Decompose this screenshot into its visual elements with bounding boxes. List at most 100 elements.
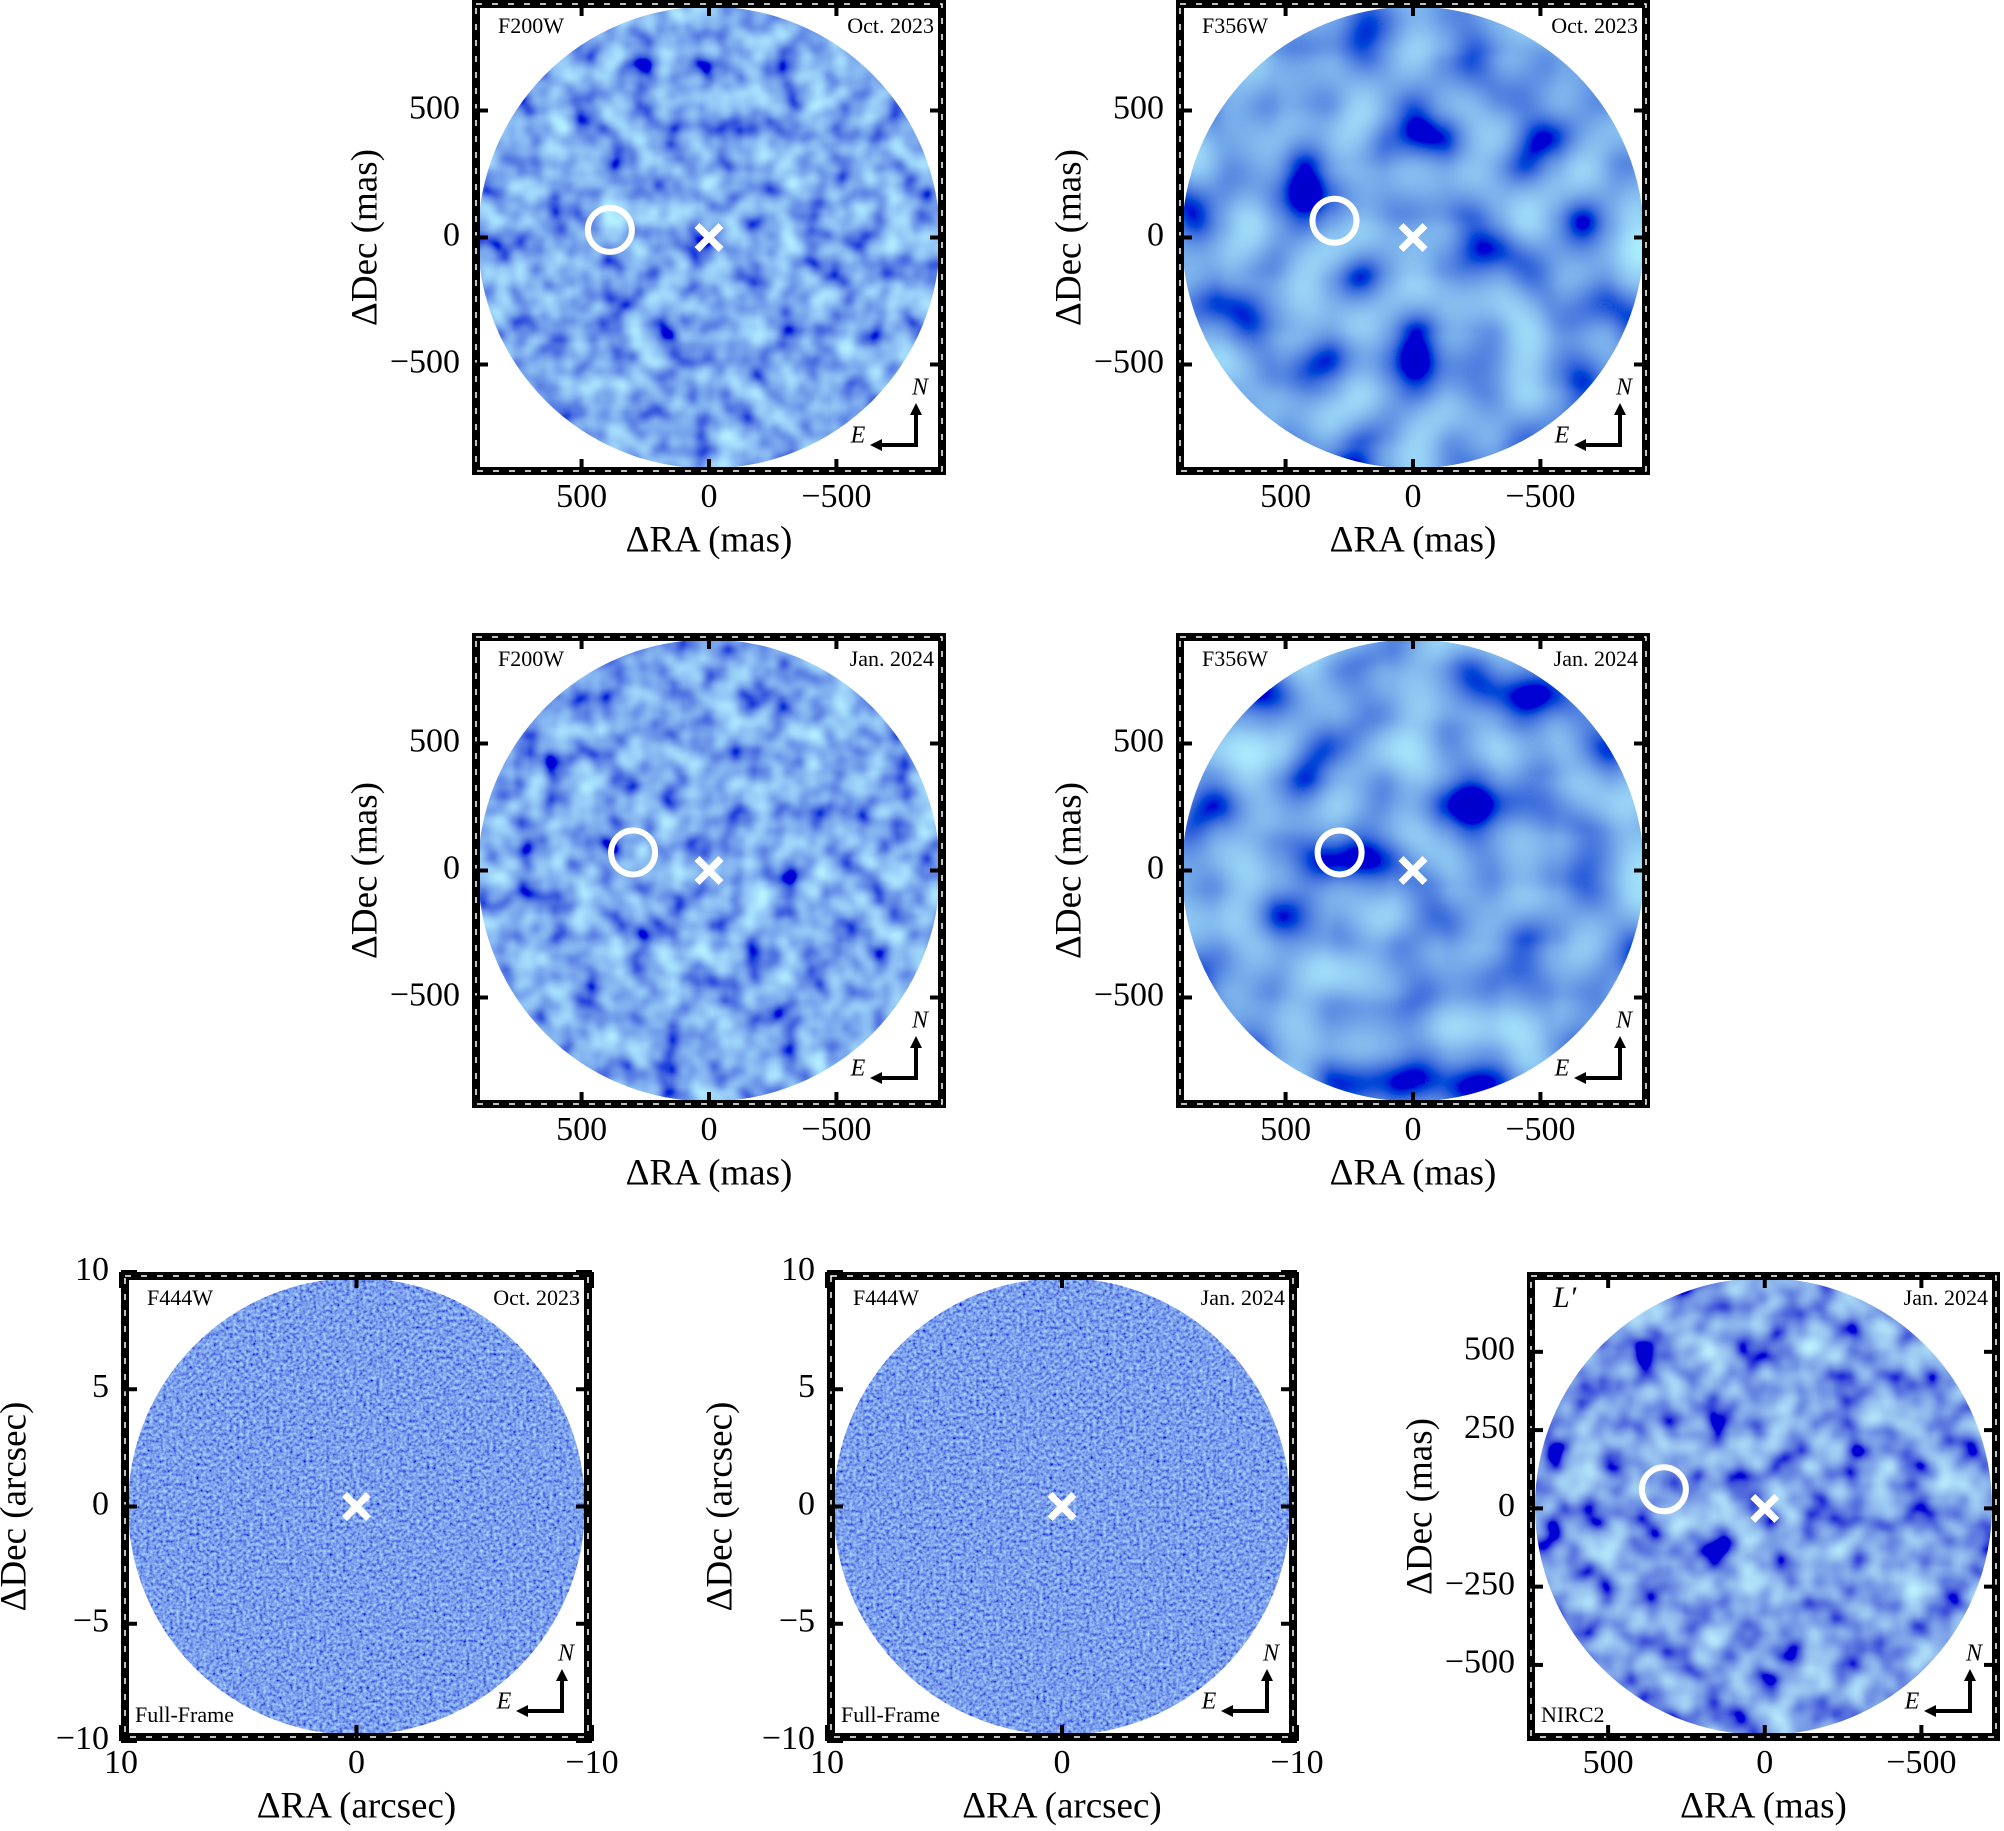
y-tick-label: 5	[798, 1368, 815, 1405]
y-tick-label: 0	[1147, 849, 1164, 886]
x-axis-label: ΔRA (mas)	[1680, 1785, 1847, 1826]
y-tick-label: 10	[781, 1251, 815, 1288]
compass-head	[1574, 1036, 1626, 1084]
filter-label: L′	[1552, 1281, 1577, 1314]
y-tick-label: −500	[1094, 343, 1164, 380]
y-tick-label: 500	[409, 722, 460, 759]
x-tick-label: 0	[1054, 1744, 1071, 1781]
y-tick-label: 0	[443, 849, 460, 886]
note-label: Full-Frame	[841, 1702, 940, 1727]
y-axis-label: ΔDec (mas)	[1048, 149, 1089, 326]
x-tick-label: 10	[810, 1744, 844, 1781]
y-axis-label: ΔDec (mas)	[1399, 1418, 1440, 1595]
x-tick-label: 0	[701, 1111, 718, 1148]
y-tick-label: −10	[762, 1720, 815, 1757]
compass-e: E	[1554, 1056, 1570, 1082]
x-tick-label: 500	[1260, 1111, 1311, 1148]
x-tick-label: −500	[801, 1111, 871, 1148]
y-axis-label: ΔDec (mas)	[344, 149, 385, 326]
y-tick-label: 500	[1113, 89, 1164, 126]
compass-e: E	[496, 1689, 512, 1715]
y-tick-label: 0	[798, 1485, 815, 1522]
y-tick-label: 0	[443, 216, 460, 253]
x-tick-label: −500	[1505, 1111, 1575, 1148]
x-axis-label: ΔRA (mas)	[626, 1152, 793, 1193]
x-tick-label: 0	[1756, 1744, 1773, 1781]
star-cross	[1398, 223, 1428, 252]
star-cross	[694, 223, 724, 252]
compass-n: N	[1615, 1008, 1634, 1034]
y-tick-label: 0	[1147, 216, 1164, 253]
compass-e: E	[1904, 1689, 1920, 1715]
compass-head	[870, 403, 922, 451]
y-tick-label: 10	[75, 1251, 109, 1288]
star-cross	[342, 1492, 371, 1521]
x-tick-label: 0	[348, 1744, 365, 1781]
date-label: Oct. 2023	[1551, 13, 1638, 38]
y-tick-label: 0	[1498, 1487, 1515, 1524]
y-tick-label: −10	[56, 1720, 109, 1757]
x-axis-label: ΔRA (mas)	[1330, 1152, 1497, 1193]
compass-head	[1924, 1669, 1976, 1717]
companion-circle	[1638, 1464, 1689, 1515]
x-tick-label: 0	[1405, 478, 1422, 515]
y-tick-label: −500	[390, 976, 460, 1013]
compass-e: E	[850, 423, 866, 449]
compass-arrow	[876, 1042, 918, 1080]
x-tick-label: −500	[1505, 478, 1575, 515]
x-tick-label: −500	[801, 478, 871, 515]
x-axis-label: ΔRA (mas)	[1330, 519, 1497, 560]
date-label: Jan. 2024	[850, 646, 934, 671]
x-tick-label: 500	[556, 478, 607, 515]
panel: 500 0 −500 500 250 0 −250 −500 ΔRA (mas) ΔDec (ma…	[1399, 1272, 2000, 1826]
compass-head	[1574, 403, 1626, 451]
compass-n: N	[911, 375, 930, 401]
date-label: Oct. 2023	[493, 1285, 580, 1310]
y-tick-label: −5	[73, 1603, 109, 1640]
y-tick-label: 500	[1464, 1331, 1515, 1368]
x-tick-label: −10	[1270, 1744, 1323, 1781]
compass-head	[1221, 1669, 1273, 1717]
date-label: Jan. 2024	[1201, 1285, 1285, 1310]
compass-arrow	[1580, 1042, 1622, 1080]
filter-label: F444W	[853, 1285, 919, 1310]
x-tick-label: 500	[1260, 478, 1311, 515]
compass-e: E	[1201, 1689, 1217, 1715]
x-tick-label: 500	[1583, 1744, 1634, 1781]
compass-e: E	[1554, 423, 1570, 449]
compass-n: N	[1262, 1641, 1281, 1667]
compass-head	[870, 1036, 922, 1084]
filter-label: F200W	[498, 13, 564, 38]
y-tick-label: 0	[92, 1485, 109, 1522]
y-tick-label: −500	[390, 343, 460, 380]
compass-arrow	[1930, 1675, 1972, 1713]
star-cross	[694, 856, 724, 885]
y-tick-label: −500	[1445, 1644, 1515, 1681]
y-axis-label: ΔDec (arcsec)	[0, 1402, 34, 1612]
companion-circle	[1314, 827, 1365, 878]
y-axis-label: ΔDec (mas)	[344, 782, 385, 959]
companion-circle	[1309, 195, 1360, 246]
x-tick-label: 10	[104, 1744, 138, 1781]
companion-circle	[584, 204, 635, 255]
y-tick-label: 500	[1113, 722, 1164, 759]
x-tick-label: 0	[701, 478, 718, 515]
compass-n: N	[1615, 375, 1634, 401]
y-axis-label: ΔDec (mas)	[1048, 782, 1089, 959]
compass-arrow	[876, 409, 918, 447]
compass-n: N	[1965, 1641, 1984, 1667]
x-axis-label: ΔRA (arcsec)	[257, 1785, 456, 1826]
compass-arrow	[522, 1675, 564, 1713]
compass-e: E	[850, 1056, 866, 1082]
y-tick-label: 500	[409, 89, 460, 126]
date-label: Oct. 2023	[847, 13, 934, 38]
star-cross	[1047, 1492, 1077, 1521]
x-tick-label: −10	[565, 1744, 618, 1781]
date-label: Jan. 2024	[1554, 646, 1638, 671]
